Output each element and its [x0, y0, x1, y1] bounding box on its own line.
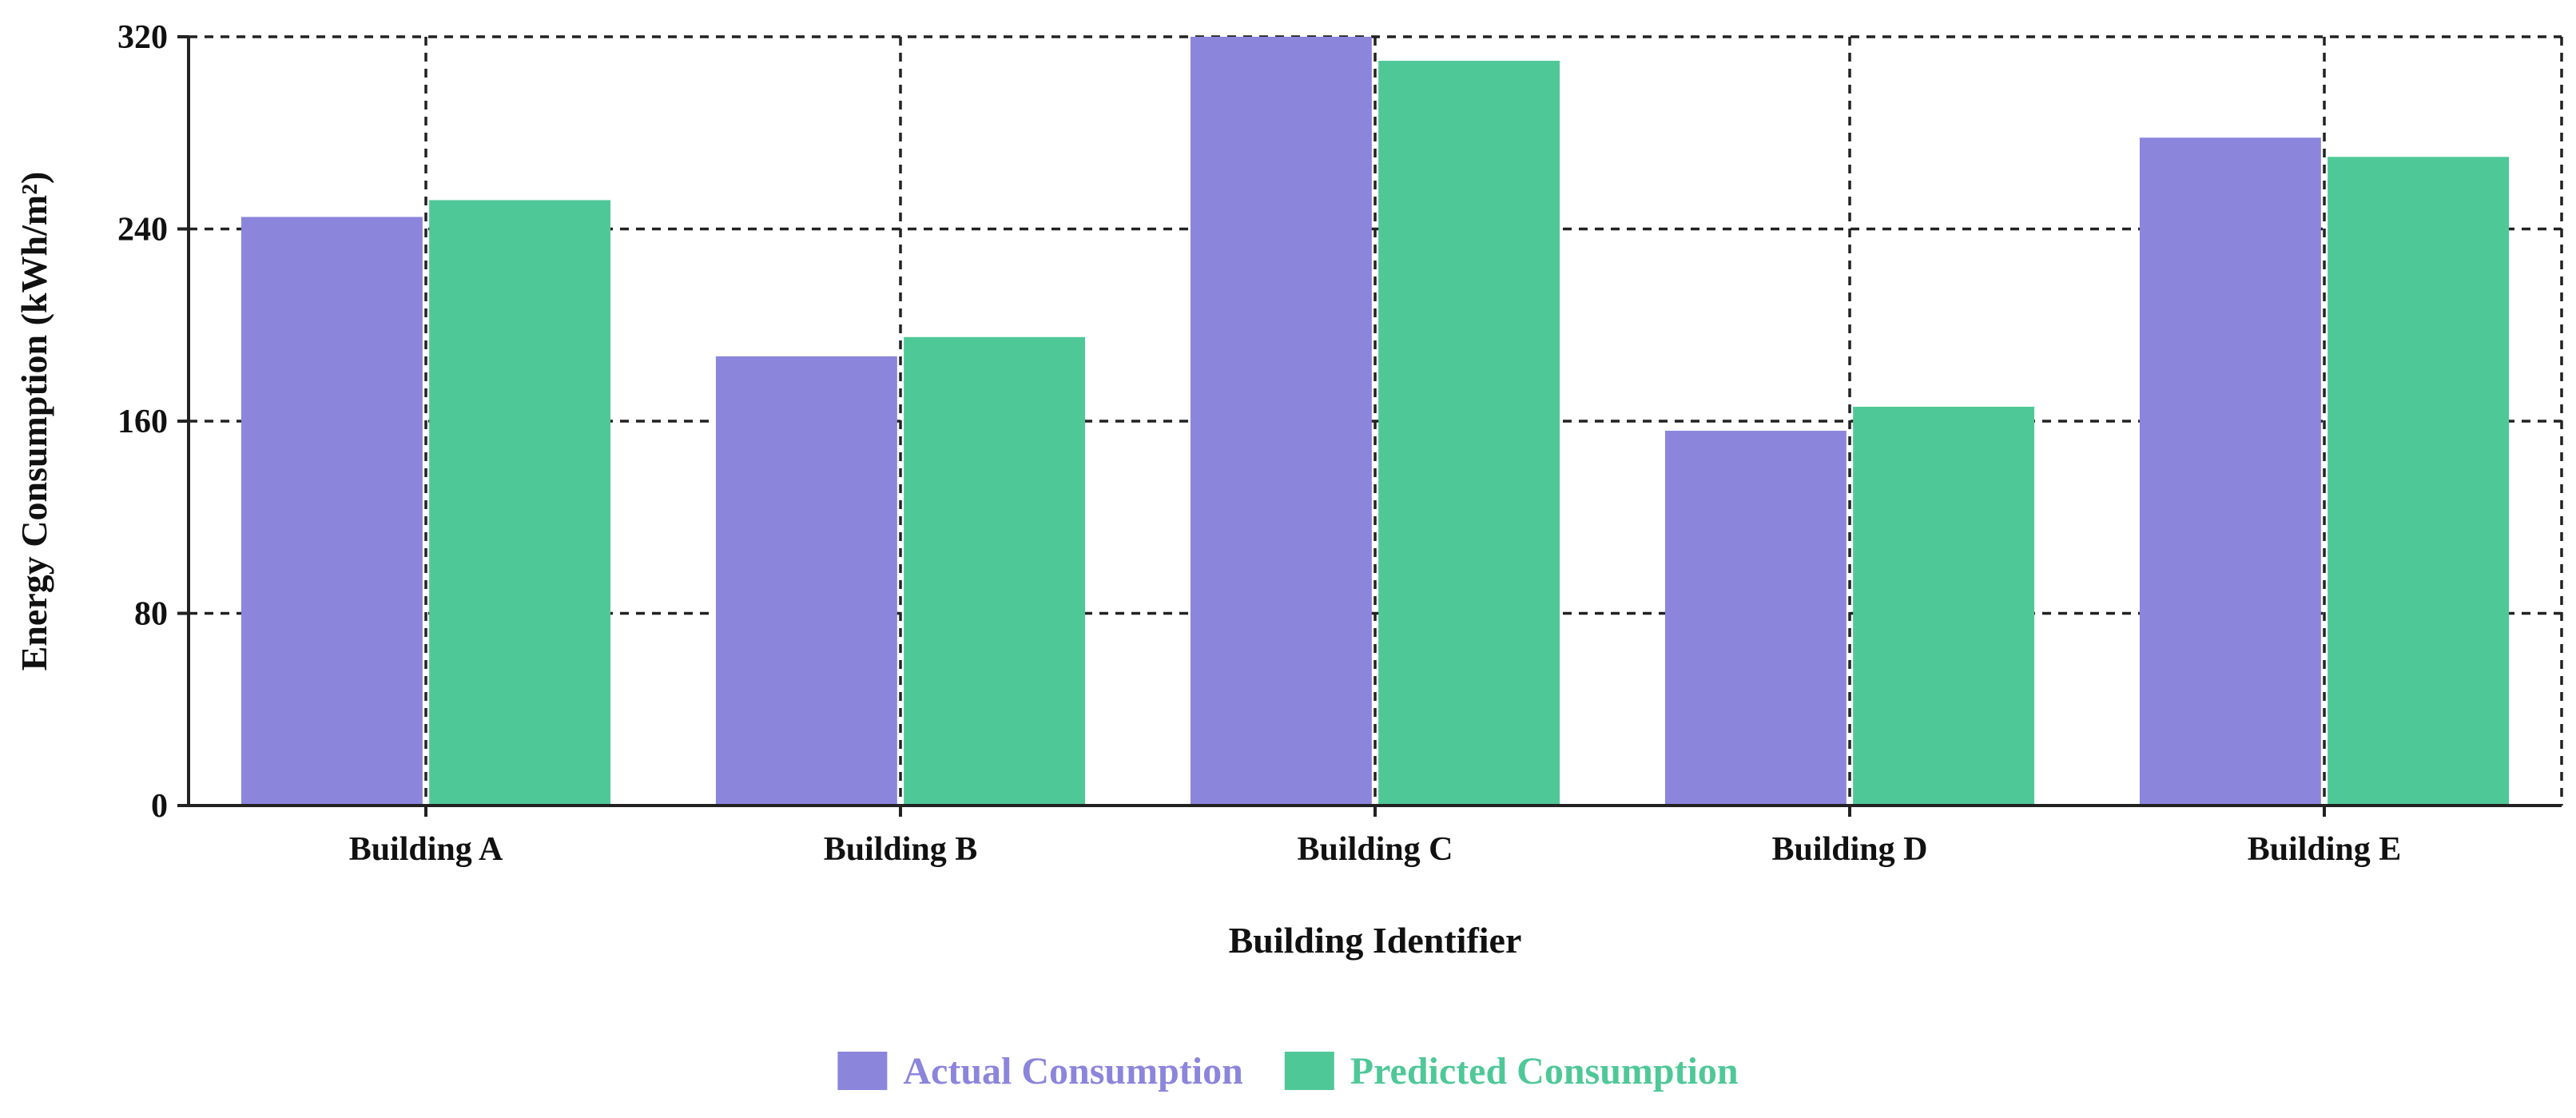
bar-predicted-consumption-1 — [429, 200, 611, 806]
x-tick-label: Building D — [1772, 831, 1928, 868]
bar-actual-consumption-5 — [2139, 137, 2321, 806]
legend-item-actual-consumption: Actual Consumption — [837, 1050, 1243, 1092]
y-tick-label: 80 — [134, 596, 168, 633]
legend-item-predicted-consumption: Predicted Consumption — [1284, 1050, 1739, 1092]
x-axis-ticks: Building A Building B Building C Building D… — [349, 806, 2402, 868]
bar-predicted-consumption-3 — [1378, 61, 1560, 806]
legend-swatch — [1284, 1052, 1334, 1090]
grid-lines — [189, 35, 2563, 806]
y-axis-ticks: 0 80 160 240 320 — [117, 19, 189, 825]
bar-actual-consumption-4 — [1664, 431, 1847, 806]
bar-actual-consumption-1 — [241, 217, 423, 806]
y-axis-title: Energy Consumption (kWh/m²) — [14, 172, 54, 671]
bar-predicted-consumption-5 — [2328, 157, 2510, 806]
legend-label: Actual Consumption — [903, 1050, 1242, 1092]
bar-actual-consumption-2 — [715, 356, 897, 806]
y-tick-label: 240 — [117, 212, 168, 249]
legend-swatch — [837, 1052, 888, 1090]
y-tick-label: 160 — [117, 404, 168, 440]
y-tick-label: 320 — [117, 19, 168, 56]
bar-actual-consumption-3 — [1190, 37, 1372, 806]
bar-predicted-consumption-4 — [1853, 406, 2035, 806]
x-tick-label: Building B — [824, 831, 978, 868]
x-axis-title: Building Identifier — [1229, 920, 1522, 961]
bar-predicted-consumption-2 — [904, 336, 1086, 806]
x-tick-label: Building C — [1298, 831, 1453, 868]
x-tick-label: Building A — [349, 831, 503, 868]
legend-label: Predicted Consumption — [1350, 1050, 1739, 1092]
legend: Actual Consumption Predicted Consumption — [837, 1050, 1739, 1092]
bars — [241, 37, 2510, 806]
y-tick-label: 0 — [151, 788, 168, 825]
x-tick-label: Building E — [2248, 831, 2402, 868]
